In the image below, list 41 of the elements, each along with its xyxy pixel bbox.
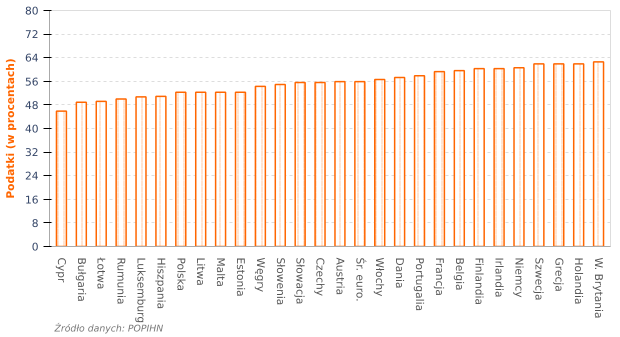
x-tick-label: Hiszpania (154, 258, 168, 310)
y-tick-label: 72 (24, 28, 39, 42)
x-tick-label: Bułgaria (74, 258, 88, 302)
x-tick-label: Rumunia (114, 258, 128, 305)
x-tick-label: Dania (393, 258, 406, 288)
x-tick-label: Włochy (373, 258, 386, 297)
x-tick-label: Estonia (234, 258, 247, 297)
y-tick-label: 32 (24, 146, 39, 160)
x-tick-label: Śr. euro. (353, 258, 366, 302)
x-tick-label: Węgry (254, 258, 267, 292)
y-tick-label: 48 (24, 98, 39, 112)
x-tick-label: Polska (174, 258, 188, 292)
x-tick-label: Grecja (552, 258, 566, 292)
x-tick-label: Słowenia (274, 258, 287, 306)
x-tick-label: Niemcy (512, 258, 526, 298)
x-tick-label: Irlandia (492, 258, 506, 298)
y-tick-label: 8 (32, 216, 39, 230)
y-tick-label: 56 (24, 75, 39, 88)
x-tick-label: W. Brytania (592, 258, 606, 319)
x-tick-label: Szwecja (532, 258, 546, 300)
x-tick-label: Łotwa (94, 256, 108, 290)
y-tick-label: 80 (24, 4, 39, 18)
x-tick-label: Słowacja (294, 258, 307, 304)
x-tick-label: Litwa (194, 258, 208, 286)
y-tick-label: 0 (32, 240, 39, 254)
y-tick-label: 40 (24, 122, 39, 136)
x-tick-label: Holandia (572, 258, 586, 305)
text: Źródło danych: POPIHN (54, 322, 164, 334)
y-axis-title: Podatki (w procentach) (4, 58, 17, 199)
x-tick-label: Cypr (54, 258, 68, 284)
y-tick-label: 24 (24, 170, 39, 183)
x-tick-label: Francja (432, 258, 446, 296)
x-tick-label: Malta (214, 258, 228, 287)
x-tick-label: Finlandia (472, 258, 486, 306)
x-tick-label: Portugalia (413, 258, 426, 312)
x-tick-label: Belgia (452, 258, 466, 291)
x-tick-label: Austria (333, 258, 346, 296)
y-tick-label: 64 (24, 52, 39, 65)
x-tick-label: Luksemburg (134, 258, 148, 324)
x-tick-label: Czechy (314, 258, 327, 296)
y-tick-label: 16 (24, 193, 39, 206)
